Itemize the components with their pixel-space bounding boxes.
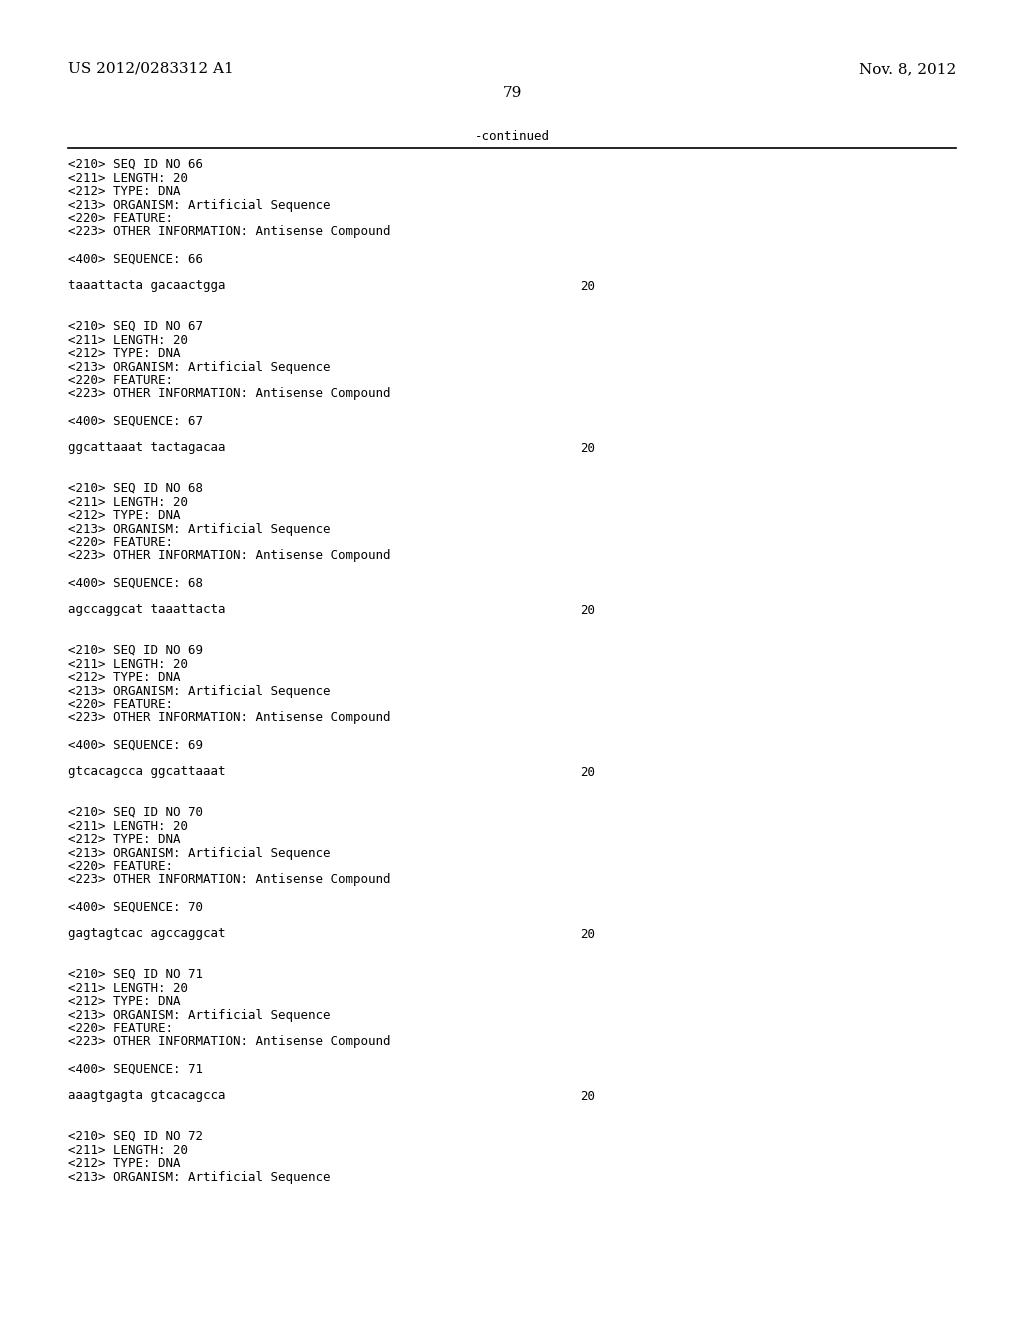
Text: <213> ORGANISM: Artificial Sequence: <213> ORGANISM: Artificial Sequence	[68, 198, 331, 211]
Text: <213> ORGANISM: Artificial Sequence: <213> ORGANISM: Artificial Sequence	[68, 685, 331, 697]
Text: <212> TYPE: DNA: <212> TYPE: DNA	[68, 185, 180, 198]
Text: <223> OTHER INFORMATION: Antisense Compound: <223> OTHER INFORMATION: Antisense Compo…	[68, 226, 390, 239]
Text: <210> SEQ ID NO 70: <210> SEQ ID NO 70	[68, 807, 203, 818]
Text: <212> TYPE: DNA: <212> TYPE: DNA	[68, 510, 180, 521]
Text: <212> TYPE: DNA: <212> TYPE: DNA	[68, 347, 180, 360]
Text: <210> SEQ ID NO 67: <210> SEQ ID NO 67	[68, 319, 203, 333]
Text: <220> FEATURE:: <220> FEATURE:	[68, 213, 173, 224]
Text: <211> LENGTH: 20: <211> LENGTH: 20	[68, 982, 188, 994]
Text: 20: 20	[580, 1089, 595, 1102]
Text: <211> LENGTH: 20: <211> LENGTH: 20	[68, 1143, 188, 1156]
Text: <400> SEQUENCE: 67: <400> SEQUENCE: 67	[68, 414, 203, 428]
Text: <210> SEQ ID NO 66: <210> SEQ ID NO 66	[68, 158, 203, 172]
Text: <211> LENGTH: 20: <211> LENGTH: 20	[68, 334, 188, 346]
Text: 20: 20	[580, 280, 595, 293]
Text: <223> OTHER INFORMATION: Antisense Compound: <223> OTHER INFORMATION: Antisense Compo…	[68, 711, 390, 725]
Text: <220> FEATURE:: <220> FEATURE:	[68, 1022, 173, 1035]
Text: -continued: -continued	[474, 129, 550, 143]
Text: gtcacagcca ggcattaaat: gtcacagcca ggcattaaat	[68, 766, 225, 779]
Text: <210> SEQ ID NO 68: <210> SEQ ID NO 68	[68, 482, 203, 495]
Text: gagtagtcac agccaggcat: gagtagtcac agccaggcat	[68, 928, 225, 940]
Text: <400> SEQUENCE: 71: <400> SEQUENCE: 71	[68, 1063, 203, 1076]
Text: taaattacta gacaactgga: taaattacta gacaactgga	[68, 280, 225, 293]
Text: <223> OTHER INFORMATION: Antisense Compound: <223> OTHER INFORMATION: Antisense Compo…	[68, 388, 390, 400]
Text: <213> ORGANISM: Artificial Sequence: <213> ORGANISM: Artificial Sequence	[68, 523, 331, 536]
Text: 20: 20	[580, 766, 595, 779]
Text: <213> ORGANISM: Artificial Sequence: <213> ORGANISM: Artificial Sequence	[68, 360, 331, 374]
Text: <210> SEQ ID NO 71: <210> SEQ ID NO 71	[68, 968, 203, 981]
Text: 20: 20	[580, 928, 595, 940]
Text: <211> LENGTH: 20: <211> LENGTH: 20	[68, 820, 188, 833]
Text: <212> TYPE: DNA: <212> TYPE: DNA	[68, 1158, 180, 1170]
Text: <212> TYPE: DNA: <212> TYPE: DNA	[68, 671, 180, 684]
Text: <400> SEQUENCE: 70: <400> SEQUENCE: 70	[68, 900, 203, 913]
Text: aaagtgagta gtcacagcca: aaagtgagta gtcacagcca	[68, 1089, 225, 1102]
Text: <212> TYPE: DNA: <212> TYPE: DNA	[68, 995, 180, 1008]
Text: <220> FEATURE:: <220> FEATURE:	[68, 861, 173, 873]
Text: <400> SEQUENCE: 68: <400> SEQUENCE: 68	[68, 577, 203, 590]
Text: US 2012/0283312 A1: US 2012/0283312 A1	[68, 62, 233, 77]
Text: <210> SEQ ID NO 69: <210> SEQ ID NO 69	[68, 644, 203, 657]
Text: <213> ORGANISM: Artificial Sequence: <213> ORGANISM: Artificial Sequence	[68, 846, 331, 859]
Text: ggcattaaat tactagacaa: ggcattaaat tactagacaa	[68, 441, 225, 454]
Text: 79: 79	[503, 86, 521, 100]
Text: <220> FEATURE:: <220> FEATURE:	[68, 698, 173, 711]
Text: <211> LENGTH: 20: <211> LENGTH: 20	[68, 172, 188, 185]
Text: <213> ORGANISM: Artificial Sequence: <213> ORGANISM: Artificial Sequence	[68, 1008, 331, 1022]
Text: 20: 20	[580, 603, 595, 616]
Text: 20: 20	[580, 441, 595, 454]
Text: <400> SEQUENCE: 66: <400> SEQUENCE: 66	[68, 252, 203, 265]
Text: agccaggcat taaattacta: agccaggcat taaattacta	[68, 603, 225, 616]
Text: <211> LENGTH: 20: <211> LENGTH: 20	[68, 657, 188, 671]
Text: <223> OTHER INFORMATION: Antisense Compound: <223> OTHER INFORMATION: Antisense Compo…	[68, 1035, 390, 1048]
Text: <220> FEATURE:: <220> FEATURE:	[68, 536, 173, 549]
Text: <220> FEATURE:: <220> FEATURE:	[68, 374, 173, 387]
Text: Nov. 8, 2012: Nov. 8, 2012	[859, 62, 956, 77]
Text: <223> OTHER INFORMATION: Antisense Compound: <223> OTHER INFORMATION: Antisense Compo…	[68, 874, 390, 887]
Text: <213> ORGANISM: Artificial Sequence: <213> ORGANISM: Artificial Sequence	[68, 1171, 331, 1184]
Text: <210> SEQ ID NO 72: <210> SEQ ID NO 72	[68, 1130, 203, 1143]
Text: <400> SEQUENCE: 69: <400> SEQUENCE: 69	[68, 738, 203, 751]
Text: <212> TYPE: DNA: <212> TYPE: DNA	[68, 833, 180, 846]
Text: <223> OTHER INFORMATION: Antisense Compound: <223> OTHER INFORMATION: Antisense Compo…	[68, 549, 390, 562]
Text: <211> LENGTH: 20: <211> LENGTH: 20	[68, 495, 188, 508]
